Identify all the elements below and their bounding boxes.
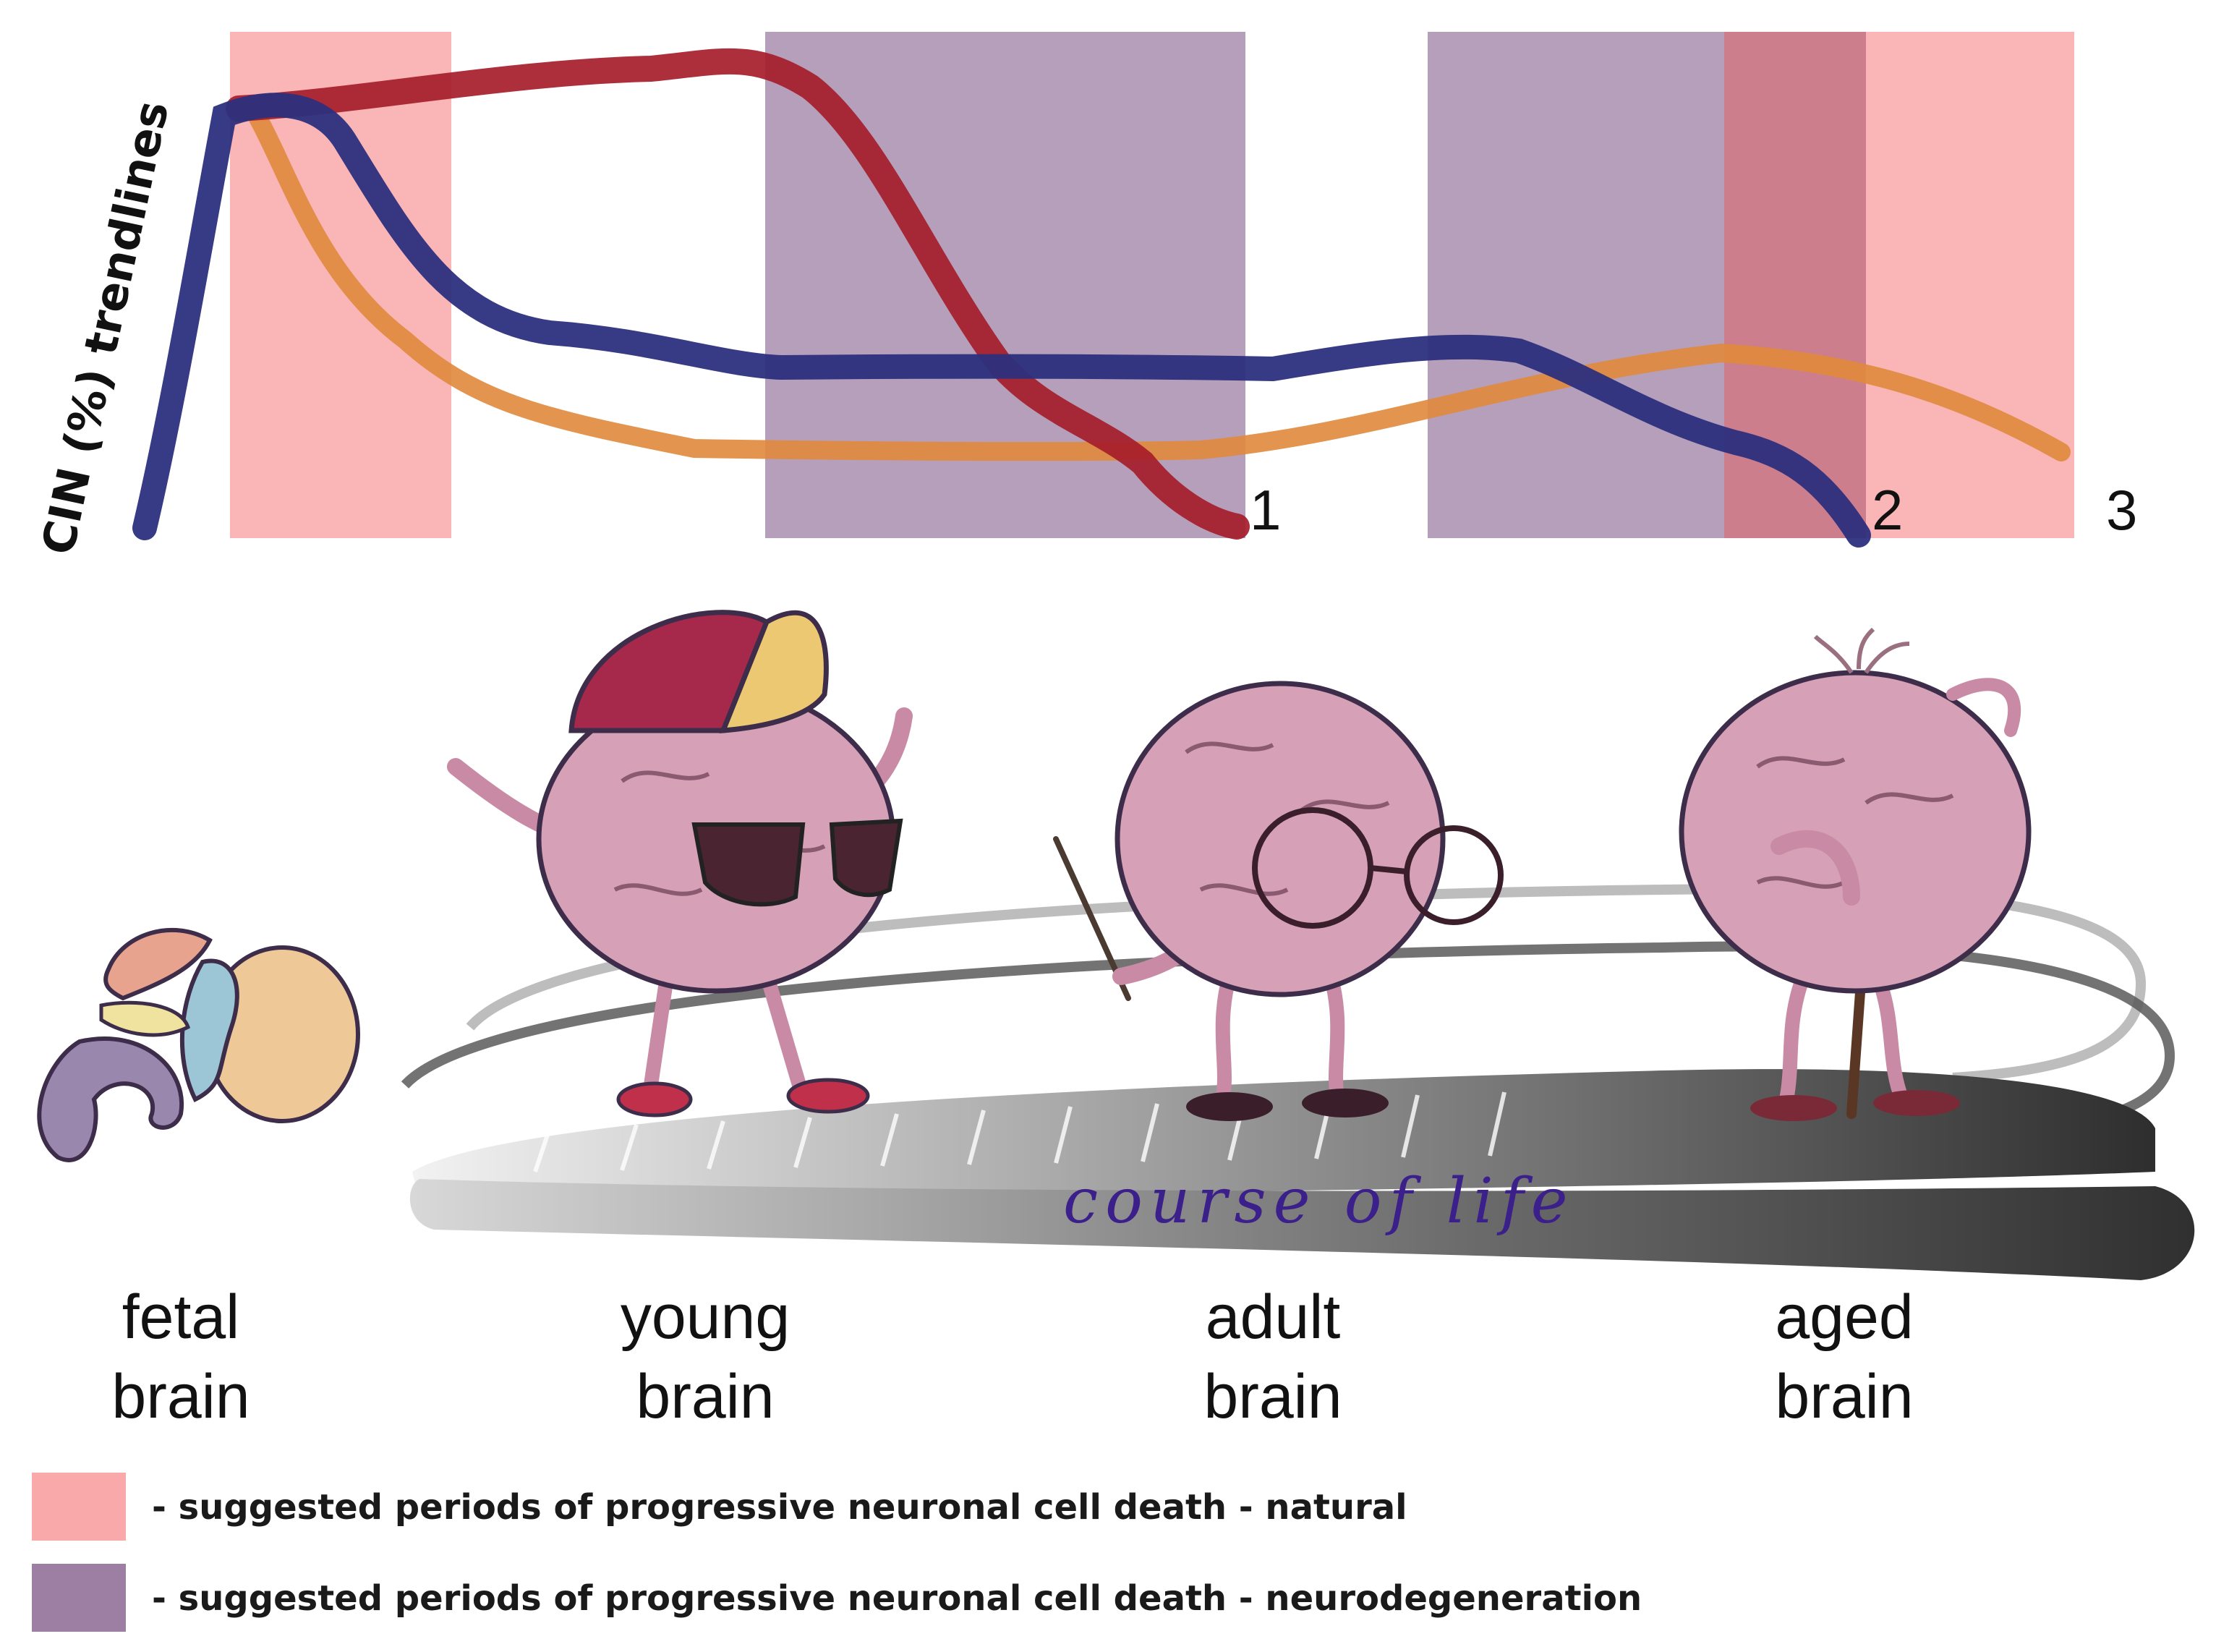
- treadmill-belt: [412, 1069, 2155, 1201]
- line-end-label-2: 2: [1872, 478, 1903, 542]
- trendline-orange: [247, 106, 2071, 461]
- stage-label-aged-line2: brain: [1775, 1362, 1913, 1431]
- line-end-label-3: 3: [2106, 478, 2137, 542]
- trendline-navy: [132, 93, 1871, 548]
- stage-label-adult-line1: adult: [1206, 1282, 1341, 1352]
- stage-label-fetal-line2: brain: [111, 1362, 250, 1431]
- cin-trendline-chart: CIN (%) trendlines 1 2 3: [31, 32, 2137, 559]
- legend-swatch-neurodegeneration: [32, 1564, 126, 1632]
- period-neurodegeneration-2: [1428, 32, 1724, 538]
- course-of-life-label: course of life: [1063, 1165, 1574, 1238]
- line-end-label-1: 1: [1250, 478, 1281, 542]
- stage-label-young-line1: young: [621, 1282, 790, 1352]
- legend-swatch-natural: [32, 1473, 126, 1541]
- stage-label-young-line2: brain: [636, 1362, 774, 1431]
- adult-brain-character-icon: [1053, 681, 1504, 1121]
- aged-brain-character-icon: [1679, 627, 2032, 1121]
- trendline-red: [226, 48, 1250, 540]
- fetal-brain-icon: [37, 928, 360, 1162]
- legend-label-natural: - suggested periods of progressive neuro…: [152, 1487, 1407, 1528]
- stage-labels: fetal brain young brain adult brain aged…: [111, 1282, 1913, 1431]
- legend: - suggested periods of progressive neuro…: [32, 1473, 1642, 1632]
- stage-label-adult-line2: brain: [1203, 1362, 1342, 1431]
- young-brain-character-icon: [447, 610, 913, 1117]
- legend-label-neurodegeneration: - suggested periods of progressive neuro…: [152, 1578, 1642, 1619]
- stage-label-aged-line1: aged: [1775, 1282, 1913, 1352]
- treadmill-base: [409, 1179, 2195, 1280]
- stage-label-fetal-line1: fetal: [122, 1282, 240, 1352]
